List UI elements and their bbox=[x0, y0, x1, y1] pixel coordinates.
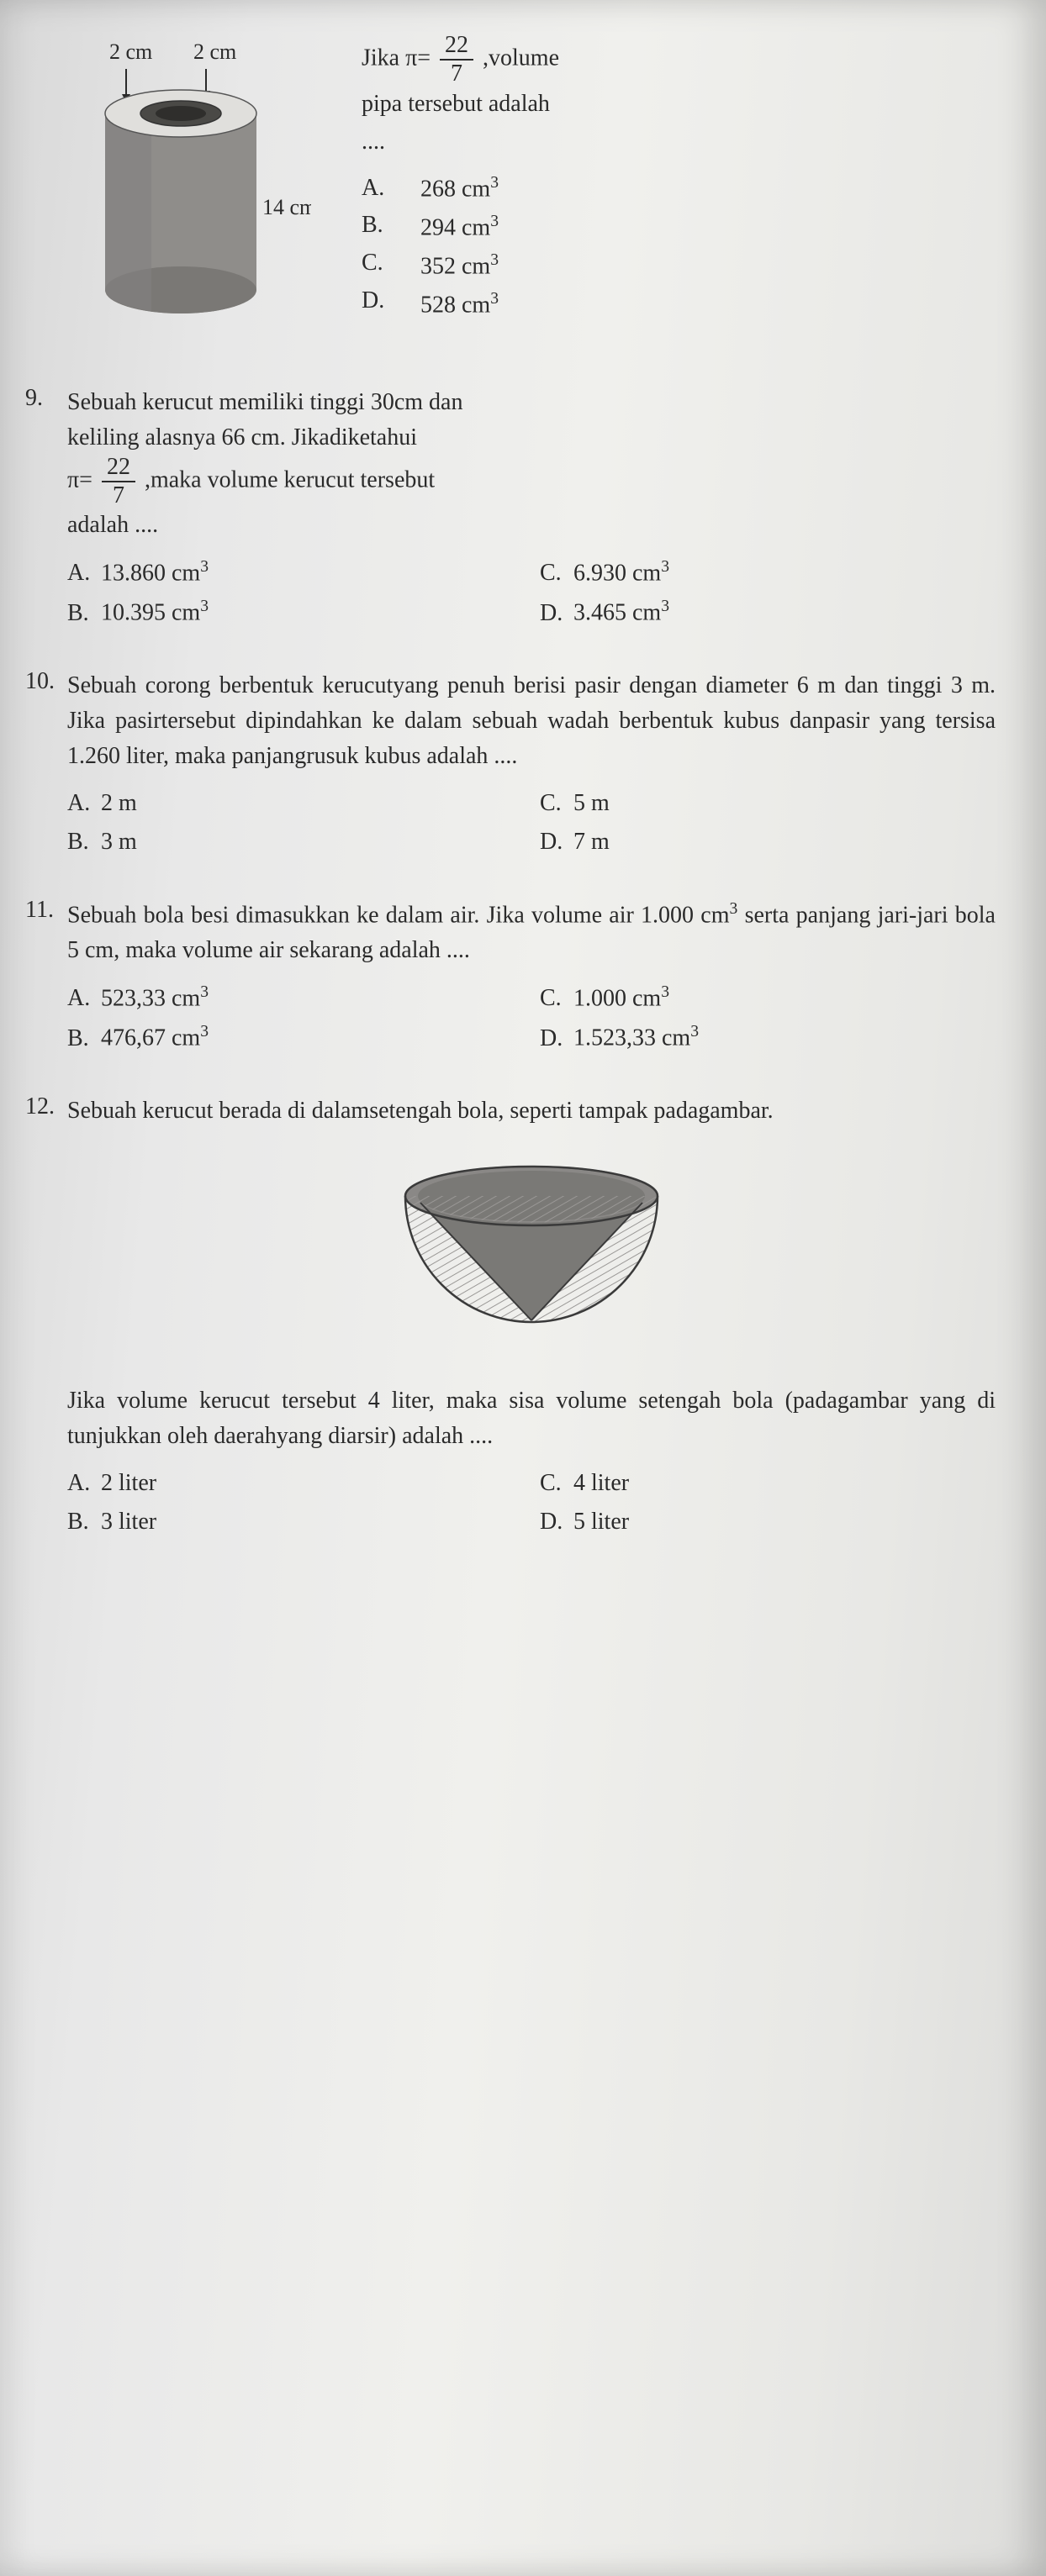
opt-value: 352 cm3 bbox=[420, 247, 996, 286]
q8-prompt-dots: .... bbox=[362, 124, 996, 161]
opt-value: 528 cm3 bbox=[420, 286, 996, 324]
option-d: D.3.465 cm3 bbox=[540, 594, 996, 630]
question-12: 12. Sebuah kerucut berada di dalamseteng… bbox=[67, 1093, 996, 1543]
opt-letter: B. bbox=[362, 207, 395, 245]
q9-line3-suffix: ,maka volume kerucut tersebut bbox=[145, 466, 435, 493]
q9-line4: adalah .... bbox=[67, 508, 996, 543]
hemisphere-diagram bbox=[67, 1154, 996, 1350]
q12-text1: Sebuah kerucut berada di dalamsetengah b… bbox=[67, 1093, 996, 1129]
inner-r-label: 2 cm bbox=[193, 40, 236, 64]
option-a: A.523,33 cm3 bbox=[67, 980, 523, 1016]
option-d: D.7 m bbox=[540, 824, 996, 860]
option-c: C.4 liter bbox=[540, 1466, 996, 1501]
q11-text: Sebuah bola besi dimasukkan ke dalam air… bbox=[67, 897, 996, 968]
pi-fraction: 22 7 bbox=[102, 456, 135, 508]
option-b: B.3 m bbox=[67, 824, 523, 860]
cylinder-diagram: 2 cm 2 cm 14 bbox=[67, 34, 336, 343]
question-8: 2 cm 2 cm 14 bbox=[67, 34, 996, 343]
q9-line1: Sebuah kerucut memiliki tinggi 30cm dan bbox=[67, 385, 996, 420]
option-a: A.2 liter bbox=[67, 1466, 523, 1501]
q8-prompt-suffix: ,volume bbox=[483, 45, 559, 71]
opt-letter: D. bbox=[362, 282, 395, 320]
option-b: B.476,67 cm3 bbox=[67, 1019, 523, 1056]
question-number: 10. bbox=[25, 668, 55, 695]
option-b: B.10.395 cm3 bbox=[67, 594, 523, 630]
option-d: D.5 liter bbox=[540, 1504, 996, 1540]
q10-text: Sebuah corong berbentuk kerucutyang penu… bbox=[67, 668, 996, 774]
opt-value: 268 cm3 bbox=[420, 170, 996, 208]
option-a: A.2 m bbox=[67, 786, 523, 821]
option-b: B.3 liter bbox=[67, 1504, 523, 1540]
question-number: 12. bbox=[25, 1093, 55, 1120]
q8-options: A. B. C. D. 268 cm3 294 cm3 352 cm3 528 … bbox=[362, 170, 996, 325]
pi-fraction: 22 7 bbox=[440, 34, 473, 86]
opt-value: 294 cm3 bbox=[420, 208, 996, 247]
question-9: 9. Sebuah kerucut memiliki tinggi 30cm d… bbox=[67, 385, 996, 635]
question-number: 11. bbox=[25, 897, 54, 924]
outer-r-label: 2 cm bbox=[109, 40, 152, 64]
question-number: 9. bbox=[25, 385, 43, 412]
option-c: C.6.930 cm3 bbox=[540, 555, 996, 591]
q8-prompt: Jika π= 22 7 ,volume pipa tersebut adala… bbox=[362, 34, 996, 324]
option-d: D.1.523,33 cm3 bbox=[540, 1019, 996, 1056]
option-a: A.13.860 cm3 bbox=[67, 555, 523, 591]
page: 2 cm 2 cm 14 bbox=[0, 0, 1046, 2576]
question-10: 10. Sebuah corong berbentuk kerucutyang … bbox=[67, 668, 996, 863]
opt-letter: C. bbox=[362, 245, 395, 282]
q8-prompt-line2: pipa tersebut adalah bbox=[362, 86, 996, 124]
q8-prompt-prefix: Jika π= bbox=[362, 45, 431, 71]
q12-text2: Jika volume kerucut tersebut 4 liter, ma… bbox=[67, 1383, 996, 1454]
option-c: C.5 m bbox=[540, 786, 996, 821]
q9-line2: keliling alasnya 66 cm. Jikadiketahui bbox=[67, 420, 996, 456]
question-11: 11. Sebuah bola besi dimasukkan ke dalam… bbox=[67, 897, 996, 1060]
opt-letter: A. bbox=[362, 170, 395, 208]
height-label: 14 cm bbox=[262, 195, 311, 219]
option-c: C.1.000 cm3 bbox=[540, 980, 996, 1016]
q9-pi-prefix: π= bbox=[67, 466, 92, 493]
